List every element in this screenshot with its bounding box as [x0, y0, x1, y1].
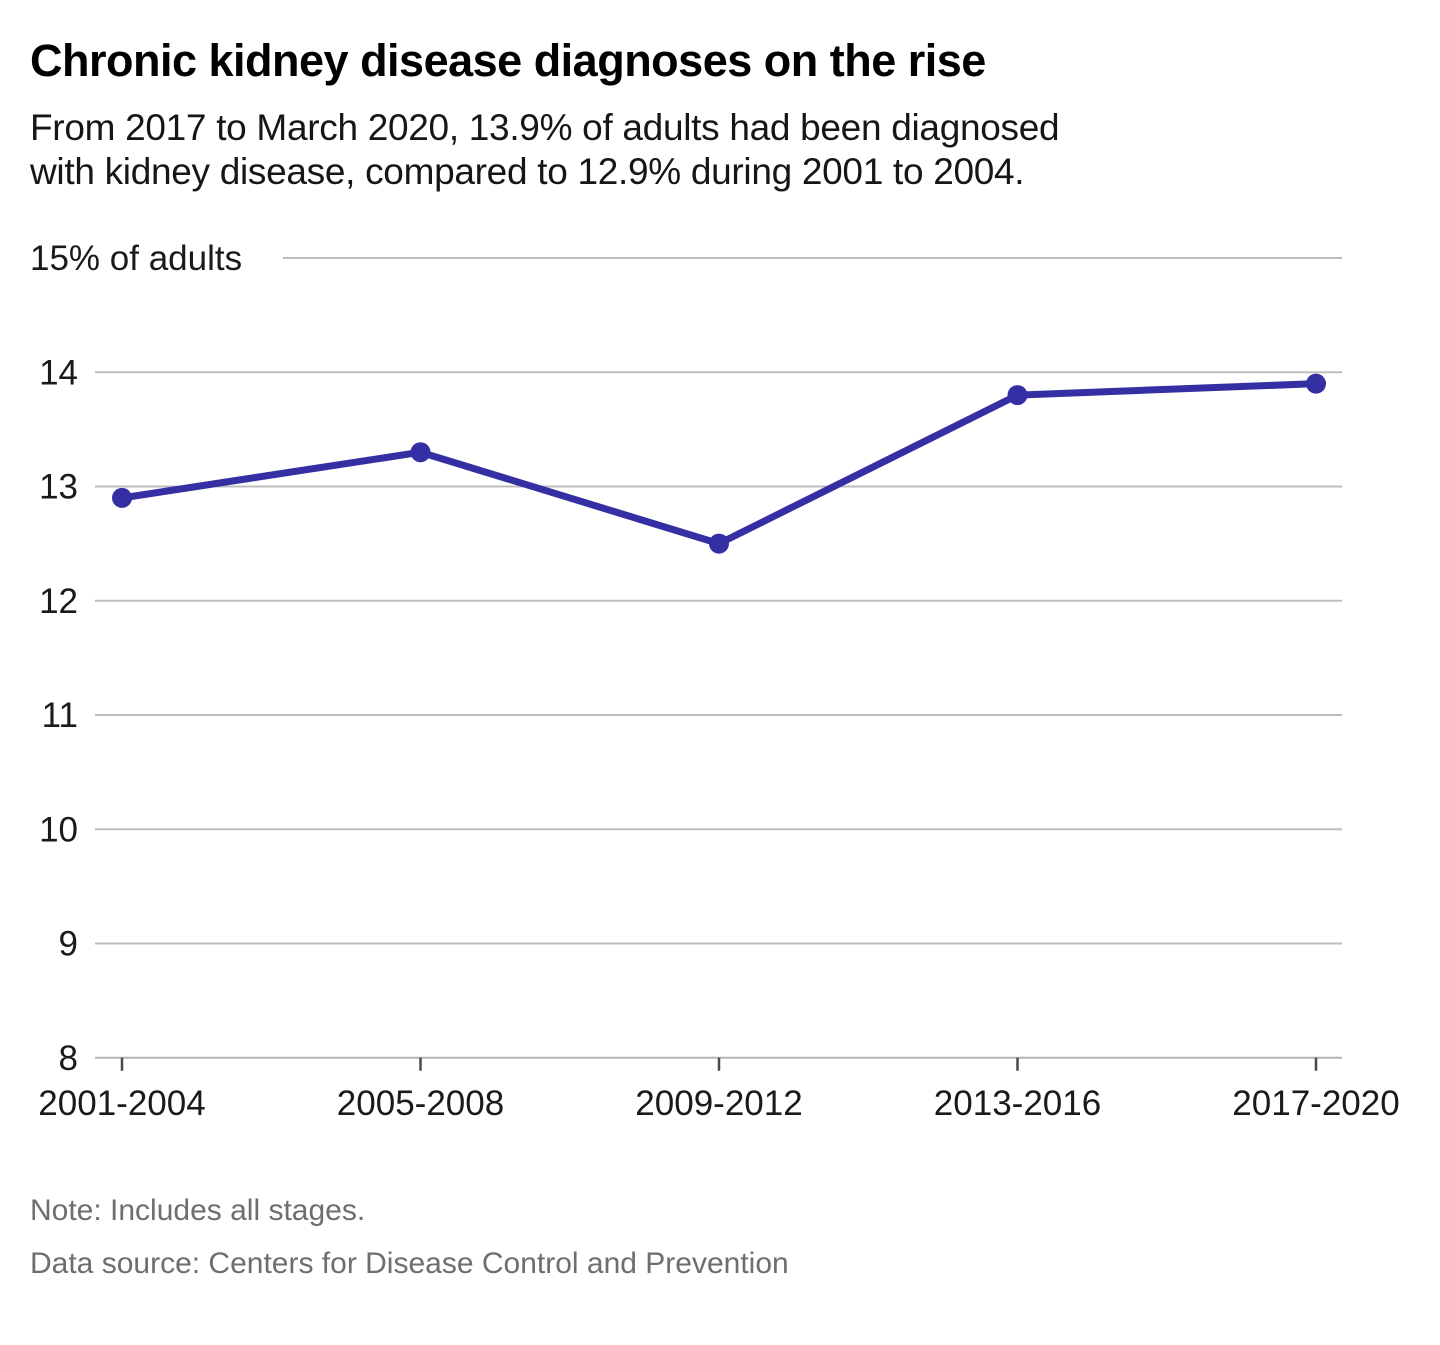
x-tick-label: 2005-2008	[337, 1084, 504, 1123]
y-tick-label: 11	[42, 696, 78, 735]
chart-area: 15% of adults 14 13 12 11 10 9 8 2001-2004 2005-2…	[0, 230, 1440, 1130]
subtitle-line-1: From 2017 to March 2020, 13.9% of adults…	[30, 106, 1060, 148]
data-point	[1007, 384, 1028, 405]
chart-subtitle: From 2017 to March 2020, 13.9% of adults…	[30, 106, 1410, 194]
y-tick-label: 12	[39, 581, 78, 620]
data-point	[1306, 373, 1326, 394]
data-line	[118, 379, 1320, 547]
x-tick-label: 2013-2016	[934, 1084, 1101, 1123]
data-point	[112, 487, 132, 508]
y-tick-label: 14	[39, 353, 78, 392]
y-tick-label: 10	[39, 810, 78, 849]
x-tick-label: 2001-2004	[38, 1084, 205, 1123]
x-tick-label: 2009-2012	[635, 1084, 802, 1123]
page-title: Chronic kidney disease diagnoses on the …	[30, 35, 986, 86]
note-text: Note: Includes all stages.	[30, 1193, 366, 1227]
y-tick-label: 13	[39, 467, 78, 506]
data-source-text: Data source: Centers for Disease Control…	[30, 1246, 789, 1280]
chart-footer: Note: Includes all stages. Data source: …	[30, 1192, 1410, 1283]
y-axis-top-label: 15% of adults	[30, 239, 242, 278]
subtitle-line-2: with kidney disease, compared to 12.9% d…	[30, 150, 1025, 192]
data-point	[709, 533, 729, 554]
x-tick-label: 2017-2020	[1232, 1084, 1399, 1123]
ckd-line-chart: 15% of adults 14 13 12 11 10 9 8 2001-2004 2005-2…	[30, 239, 1400, 1123]
y-tick-label: 9	[59, 924, 78, 963]
data-point	[410, 441, 431, 462]
chart-header: Chronic kidney disease diagnoses on the …	[30, 36, 1410, 194]
y-tick-label: 8	[59, 1038, 78, 1077]
